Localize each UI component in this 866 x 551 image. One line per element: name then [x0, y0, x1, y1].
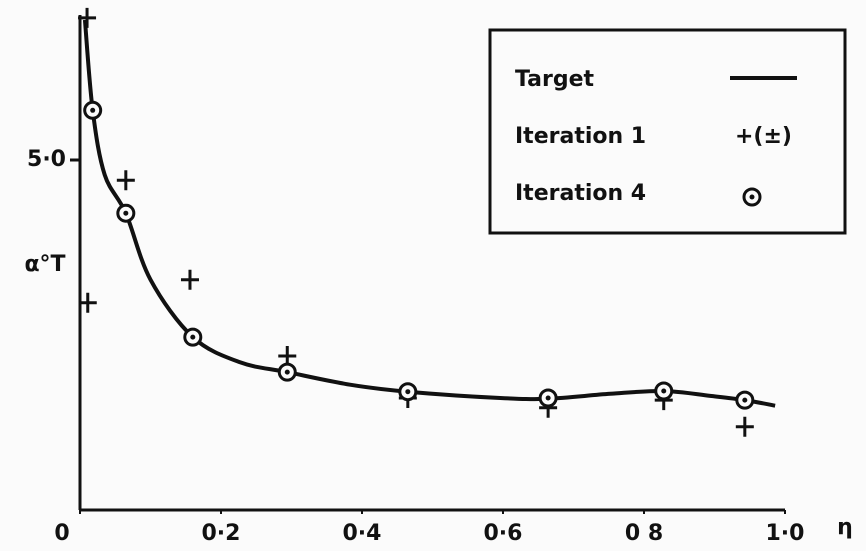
circle-marker: [277, 362, 297, 382]
circle-marker: [538, 388, 558, 408]
x-tick-label: 0·4: [343, 521, 382, 546]
circle-marker: [183, 327, 203, 347]
y-tick-label: 5·0: [27, 147, 66, 172]
legend-circle: [742, 187, 762, 207]
circle-dot: [90, 107, 96, 113]
legend-box: [488, 28, 847, 235]
x-axis-label: η: [837, 515, 853, 540]
legend-label: Target: [515, 67, 595, 92]
circle-dot: [284, 369, 290, 375]
plus-marker: [180, 269, 199, 290]
plus-marker: [735, 416, 754, 437]
circle-marker: [116, 203, 136, 223]
target-curve: [82, 19, 776, 408]
circle-dot: [742, 397, 748, 403]
circle-marker: [654, 381, 674, 401]
circle-dot: [123, 210, 129, 216]
legend-dot: [749, 194, 755, 200]
legend-marker-label: +(±): [735, 124, 792, 149]
plus-marker: [116, 170, 135, 191]
plus-marker: [78, 292, 97, 313]
circle-dot: [190, 334, 196, 340]
y-axis-label: α°T: [24, 252, 65, 277]
circle-marker: [398, 382, 418, 402]
legend-label: Iteration 4: [515, 181, 646, 206]
circle-dot: [405, 389, 411, 395]
circle-marker: [735, 390, 755, 410]
legend-label: Iteration 1: [515, 124, 646, 149]
x-tick-label: 1·0: [766, 521, 805, 546]
circle-marker: [83, 100, 103, 120]
circle-dot: [545, 395, 551, 401]
x-tick-label: 0·6: [484, 521, 523, 546]
x-tick-label: 0 8: [625, 521, 663, 546]
circle-dot: [661, 388, 667, 394]
x-tick-label: 0: [54, 521, 69, 546]
x-tick-label: 0·2: [202, 521, 241, 546]
plus-marker: [78, 7, 97, 28]
